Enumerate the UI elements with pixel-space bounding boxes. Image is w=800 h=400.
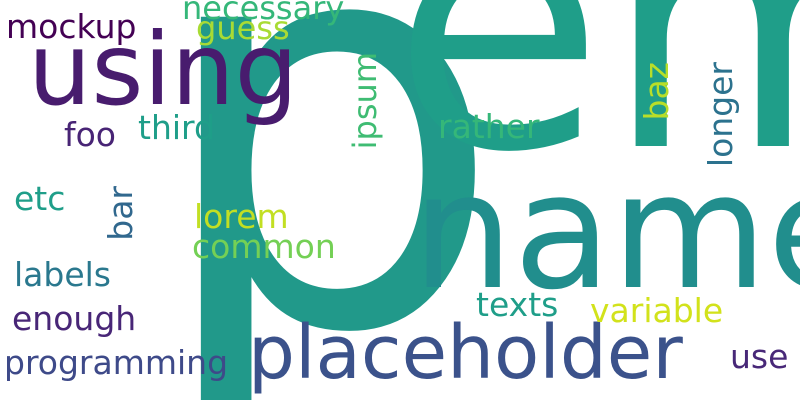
word-variable: variable xyxy=(590,291,724,330)
word-texts: texts xyxy=(476,285,559,324)
word-necessary: necessary xyxy=(182,0,345,27)
word-third: third xyxy=(138,108,215,147)
word-rather: rather xyxy=(438,107,540,146)
word-programming: programming xyxy=(4,343,229,382)
word-mockup: mockup xyxy=(6,7,137,46)
word-use: use xyxy=(730,337,789,376)
word-name: name xyxy=(412,138,800,325)
word-etc: etc xyxy=(14,179,66,218)
word-baz: baz xyxy=(637,62,676,121)
word-bar: bar xyxy=(101,186,140,241)
word-ipsum: ipsum xyxy=(346,52,384,150)
word-placeholder: placeholder xyxy=(248,310,683,396)
word-foo: foo xyxy=(64,115,116,154)
word-common: common xyxy=(192,227,336,266)
word-longer: longer xyxy=(701,62,740,168)
word-labels: labels xyxy=(14,255,112,294)
word-em: em xyxy=(392,0,800,228)
word-lorem: lorem xyxy=(194,197,289,236)
word-enough: enough xyxy=(12,299,137,338)
word-using: using xyxy=(28,11,299,128)
word-p: p xyxy=(150,0,506,400)
word-guess: guess xyxy=(196,9,290,47)
